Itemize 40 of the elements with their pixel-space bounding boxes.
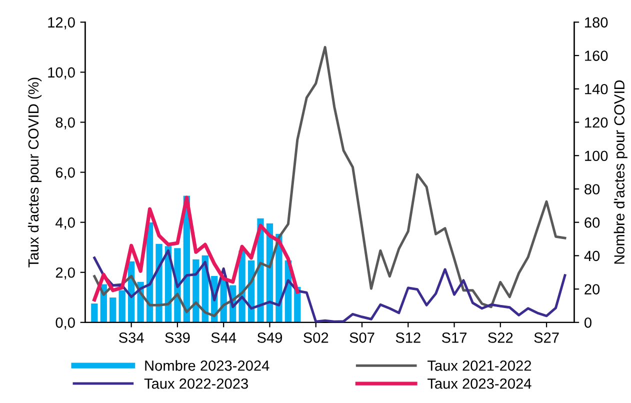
x-tick-label: S12 (396, 332, 420, 343)
y2-tick-label: 40 (584, 250, 600, 262)
line-series (92, 196, 300, 302)
x-tick-label: S49 (257, 332, 282, 343)
y2-tick-label: 120 (585, 117, 608, 128)
legend-label: Taux 2022-2023 (144, 378, 248, 389)
y-tick-label: 2,0 (56, 267, 75, 280)
y-axis-title: Taux d'actes pour COVID (%) (28, 78, 42, 268)
y-tick-label: 8,0 (56, 117, 75, 130)
y2-tick-label: 100 (585, 150, 608, 162)
bar (156, 244, 162, 322)
x-tick-label: S27 (534, 332, 559, 343)
y2-tick-label: 60 (584, 217, 600, 228)
bar (91, 304, 98, 322)
legend-label: Nombre 2023-2024 (145, 360, 270, 371)
y2-tick-label: 80 (584, 184, 600, 194)
legend-label: Taux 2023-2024 (427, 378, 532, 389)
bar (118, 290, 126, 322)
y2-tick-label: 140 (585, 84, 608, 94)
x-tick-label: S39 (165, 332, 190, 343)
x-tick-label: S02 (304, 332, 328, 343)
y2-tick-label: 20 (584, 284, 600, 294)
y2-tick-label: 160 (585, 50, 608, 61)
y-tick-label: 0,0 (56, 318, 75, 330)
y2-tick-label: 0 (584, 318, 592, 328)
x-tick-label: S17 (442, 332, 467, 343)
y-tick-label: 12,0 (48, 17, 75, 30)
y2-axis-title: Nombre d'actes pour COVID (614, 80, 628, 264)
line-series (93, 249, 566, 322)
bar (110, 298, 116, 322)
x-tick-label: S44 (211, 332, 236, 343)
y-tick-label: 4,0 (56, 217, 75, 230)
line-series (93, 46, 566, 318)
y-tick-label: 6,0 (56, 167, 75, 180)
x-tick-label: S34 (119, 332, 144, 343)
legend-label: Taux 2021-2022 (427, 360, 532, 371)
x-tick-label: S22 (488, 332, 513, 343)
x-tick-label: S07 (350, 332, 374, 343)
y2-tick-label: 180 (585, 17, 608, 28)
y-tick-label: 10,0 (48, 67, 75, 80)
